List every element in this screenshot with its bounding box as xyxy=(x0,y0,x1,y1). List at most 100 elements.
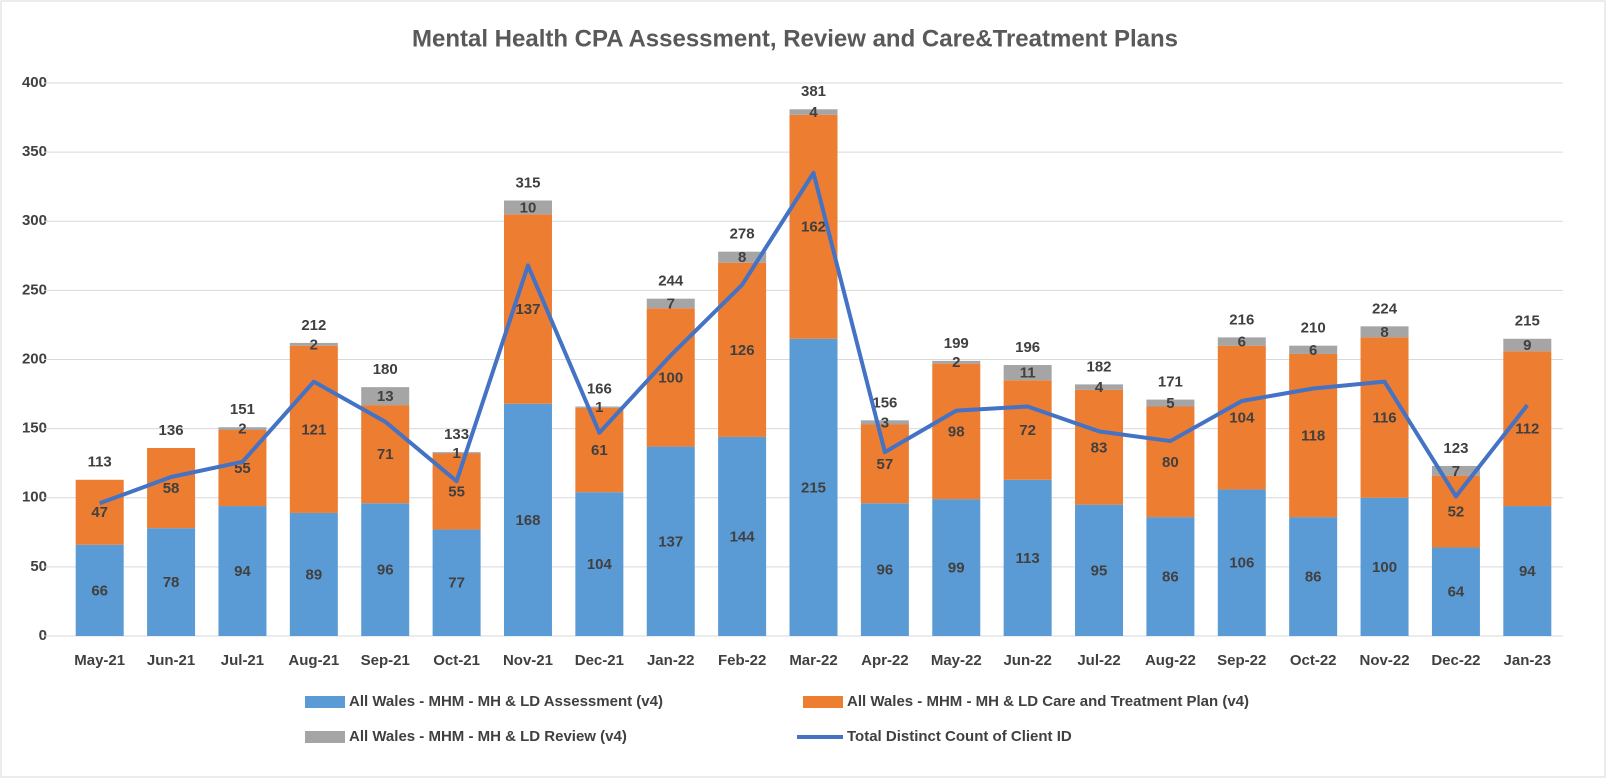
data-label: 52 xyxy=(1448,504,1465,521)
data-label: 3 xyxy=(881,414,889,431)
x-tick-label: May-21 xyxy=(74,652,125,669)
bar-segment xyxy=(75,544,124,636)
legend-label: All Wales - MHM - MH & LD Care and Treat… xyxy=(847,693,1249,710)
total-label: 133 xyxy=(444,426,469,443)
data-label: 89 xyxy=(305,566,322,583)
data-label: 61 xyxy=(591,442,608,459)
data-label: 64 xyxy=(1448,584,1465,601)
data-label: 2 xyxy=(310,336,318,353)
data-label: 116 xyxy=(1372,410,1396,427)
chart-title: Mental Health CPA Assessment, Review and… xyxy=(412,25,1178,52)
data-label: 11 xyxy=(1020,365,1036,382)
line-series xyxy=(98,170,1529,506)
y-tick-label: 350 xyxy=(22,143,47,160)
total-label: 224 xyxy=(1372,300,1398,317)
data-label: 2 xyxy=(238,421,246,438)
data-label: 96 xyxy=(877,562,894,579)
total-label: 315 xyxy=(515,174,540,191)
x-tick-label: Jun-22 xyxy=(1003,652,1051,669)
data-label: 10 xyxy=(520,199,537,216)
bar-segment xyxy=(1075,504,1124,636)
data-label: 118 xyxy=(1301,428,1325,445)
data-label: 1 xyxy=(595,399,603,416)
data-label: 96 xyxy=(377,562,394,579)
bar-segment xyxy=(860,420,909,425)
data-label: 2 xyxy=(952,354,960,371)
bar-segment xyxy=(575,492,624,636)
bar-segment xyxy=(718,251,767,263)
x-tick-label: Aug-22 xyxy=(1145,652,1196,669)
bar-segment xyxy=(1075,389,1124,505)
legend-label: All Wales - MHM - MH & LD Review (v4) xyxy=(349,728,627,745)
bar-segment xyxy=(218,427,267,431)
x-tick-label: Jul-22 xyxy=(1077,652,1120,669)
y-tick-label: 50 xyxy=(30,558,47,575)
data-label: 104 xyxy=(1229,410,1255,427)
bar-segment xyxy=(718,262,767,437)
bar-segment xyxy=(503,200,552,215)
total-label: 156 xyxy=(872,394,897,411)
data-label: 80 xyxy=(1162,454,1179,471)
data-label: 8 xyxy=(1380,324,1388,341)
bar-segment xyxy=(1289,345,1338,354)
data-label: 104 xyxy=(587,556,613,573)
data-label: 121 xyxy=(301,421,326,438)
x-tick-label: Mar-22 xyxy=(789,652,837,669)
total-label: 199 xyxy=(944,335,969,352)
data-label: 13 xyxy=(377,388,394,405)
bar-segment xyxy=(75,479,124,545)
bar-segment xyxy=(1289,353,1338,518)
bar-segment xyxy=(860,424,909,504)
data-label: 100 xyxy=(658,369,683,386)
x-tick-label: Jul-21 xyxy=(221,652,264,669)
bar-segment xyxy=(432,452,481,454)
bar-segment xyxy=(1146,406,1195,518)
data-label: 55 xyxy=(448,483,465,500)
data-label: 6 xyxy=(1309,342,1317,359)
data-label: 83 xyxy=(1091,439,1108,456)
total-label: 278 xyxy=(730,226,755,243)
data-label: 137 xyxy=(515,301,540,318)
x-tick-label: Jan-22 xyxy=(647,652,695,669)
y-tick-label: 300 xyxy=(22,212,47,229)
bar-segment xyxy=(789,338,838,636)
legend-label: Total Distinct Count of Client ID xyxy=(847,728,1072,745)
bar-segment xyxy=(1003,380,1052,480)
y-tick-label: 200 xyxy=(22,350,47,367)
data-label: 58 xyxy=(163,480,180,497)
bar-segment xyxy=(789,109,838,115)
x-tick-label: Nov-22 xyxy=(1360,652,1410,669)
bar-segment xyxy=(1360,326,1409,338)
bar-segment xyxy=(1360,337,1409,498)
bar-segment xyxy=(1360,497,1409,636)
data-label: 77 xyxy=(448,575,465,592)
data-label: 162 xyxy=(801,219,826,236)
bar-segment xyxy=(646,298,695,309)
data-label: 66 xyxy=(91,582,108,599)
data-label: 7 xyxy=(1452,463,1460,480)
bar-segment xyxy=(646,308,695,447)
data-label: 215 xyxy=(801,479,826,496)
x-tick-label: Nov-21 xyxy=(503,652,553,669)
data-label: 4 xyxy=(1095,379,1104,396)
total-label: 215 xyxy=(1515,313,1540,330)
legend-swatch xyxy=(305,696,345,708)
bar-segment xyxy=(932,360,981,364)
data-label: 5 xyxy=(1166,395,1174,412)
data-label: 4 xyxy=(809,104,818,121)
bar-segment xyxy=(932,499,981,636)
x-tick-label: Dec-22 xyxy=(1431,652,1480,669)
data-label: 9 xyxy=(1523,337,1531,354)
y-tick-label: 400 xyxy=(22,74,47,91)
bar-segment xyxy=(1289,517,1338,636)
bar-segment xyxy=(289,345,338,513)
bar-segment xyxy=(860,503,909,636)
data-label: 86 xyxy=(1162,569,1179,586)
data-label: 126 xyxy=(730,342,755,359)
bar-segment xyxy=(1503,506,1552,636)
total-label: 123 xyxy=(1443,440,1468,457)
data-label: 99 xyxy=(948,560,965,577)
data-label: 168 xyxy=(515,512,540,529)
total-label: 180 xyxy=(373,361,398,378)
bar-segment xyxy=(575,406,624,408)
